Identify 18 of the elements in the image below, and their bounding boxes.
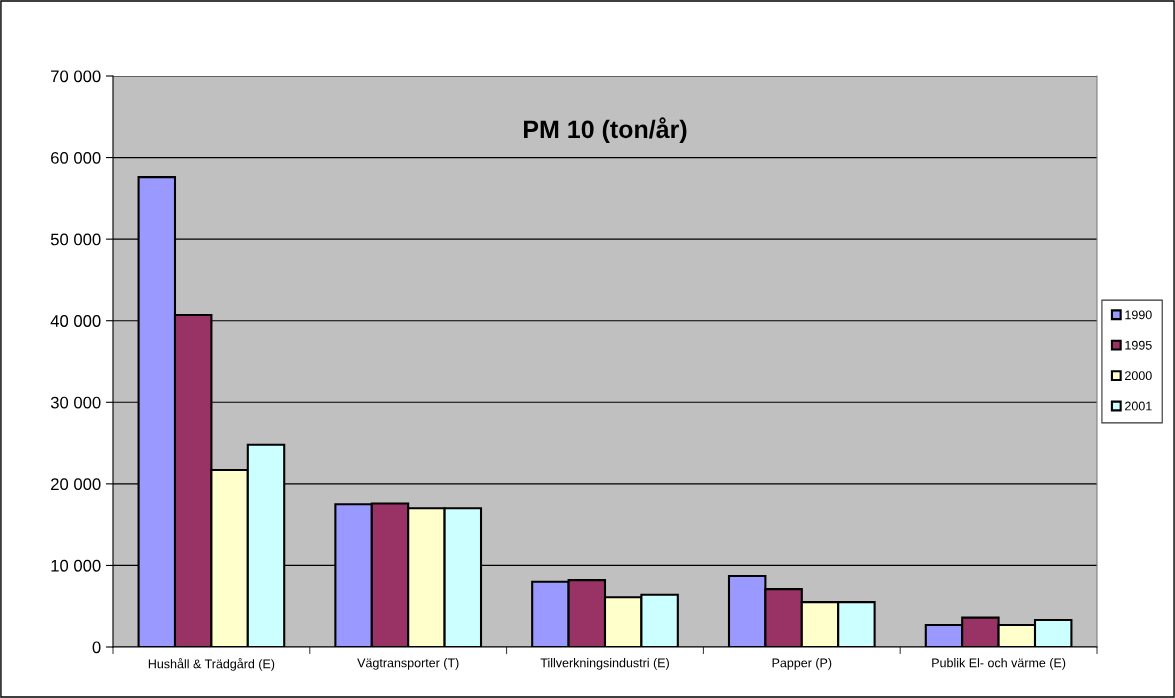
x-tick-label: Hushåll & Trädgård (E)	[148, 658, 275, 671]
y-tick-label: 20 000	[51, 478, 101, 491]
legend-label: 2001	[1125, 401, 1152, 411]
text: PM 10 (ton/år)	[524, 117, 687, 144]
x-tick-label: Tillverkningsindustri (E)	[540, 658, 669, 670]
y-tick-label: 0	[92, 641, 101, 654]
legend-label: 1990	[1125, 310, 1152, 320]
legend-label: 2000	[1125, 371, 1152, 381]
y-tick-label: 40 000	[50, 315, 101, 327]
y-tick-label: 30 000	[50, 396, 101, 409]
y-tick-label: 10 000	[51, 559, 101, 572]
x-tick-label: Vägtransporter (T)	[357, 658, 459, 670]
x-tick-label: Publik El- och värme (E)	[932, 658, 1066, 670]
y-tick-label: 50 000	[50, 233, 101, 246]
x-tick-label: Papper (P)	[772, 658, 832, 670]
legend-label: 1995	[1125, 340, 1152, 350]
y-tick-label: 60 000	[51, 151, 101, 164]
y-tick-label: 70 000	[51, 70, 101, 83]
